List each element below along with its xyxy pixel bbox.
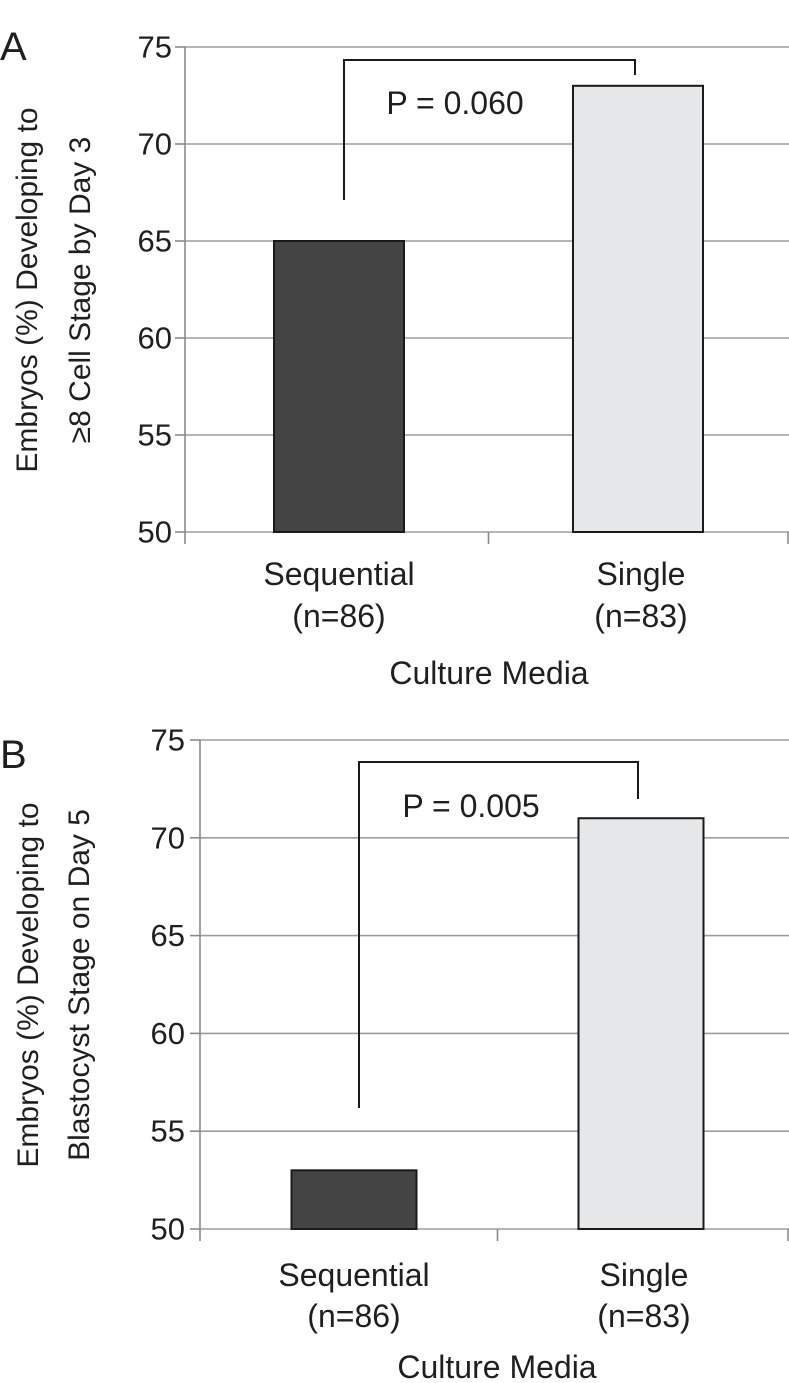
x-category-n: (n=83) bbox=[597, 1298, 690, 1334]
bar-sequential bbox=[273, 240, 405, 533]
y-tick-label: 65 bbox=[138, 224, 172, 259]
y-tick-label: 75 bbox=[138, 30, 172, 65]
p-value-label: P = 0.005 bbox=[402, 788, 539, 824]
y-tick-label: 70 bbox=[151, 820, 185, 855]
bar-single bbox=[577, 817, 705, 1230]
x-category-n: (n=83) bbox=[594, 598, 687, 634]
x-category-n: (n=86) bbox=[292, 598, 385, 634]
x-category-label: Single bbox=[597, 556, 686, 592]
y-tick-label: 50 bbox=[151, 1212, 185, 1247]
panel-b: B 50 55 60 65 70 75 Sequential (n=86) Single (n=83… bbox=[0, 723, 789, 1383]
y-axis-title-line: ≥8 Cell Stage by Day 3 bbox=[64, 137, 97, 444]
x-axis-title: Culture Media bbox=[397, 1349, 596, 1383]
y-tick-label: 70 bbox=[138, 127, 172, 162]
p-value-label: P = 0.060 bbox=[386, 85, 523, 121]
y-axis-title-line: Embryos (%) Developing to bbox=[12, 802, 45, 1167]
panel-label: A bbox=[0, 25, 27, 69]
y-tick-label: 50 bbox=[138, 515, 172, 550]
x-category-label: Sequential bbox=[263, 556, 414, 592]
y-tick-label: 65 bbox=[151, 918, 185, 953]
y-tick-label: 60 bbox=[151, 1016, 185, 1051]
y-tick-label: 55 bbox=[151, 1114, 185, 1149]
significance-bracket bbox=[343, 59, 636, 200]
bar-single bbox=[572, 84, 704, 534]
x-category-label: Single bbox=[600, 1257, 689, 1293]
y-tick-label: 75 bbox=[151, 723, 185, 758]
x-category-label: Sequential bbox=[278, 1257, 429, 1293]
x-axis-title: Culture Media bbox=[389, 655, 588, 691]
y-axis-title-line: Embryos (%) Developing to bbox=[11, 107, 44, 472]
y-tick-label: 60 bbox=[138, 321, 172, 356]
bar-sequential bbox=[290, 1169, 418, 1230]
y-tick-label: 55 bbox=[138, 418, 172, 453]
x-category-n: (n=86) bbox=[307, 1298, 400, 1334]
y-axis-title-line: Blastocyst Stage on Day 5 bbox=[63, 809, 96, 1161]
significance-bracket bbox=[358, 761, 639, 1108]
panel-a: A 50 55 60 65 70 75 Sequential (n=86) Single (n=83… bbox=[0, 25, 789, 691]
panel-label: B bbox=[0, 733, 27, 777]
